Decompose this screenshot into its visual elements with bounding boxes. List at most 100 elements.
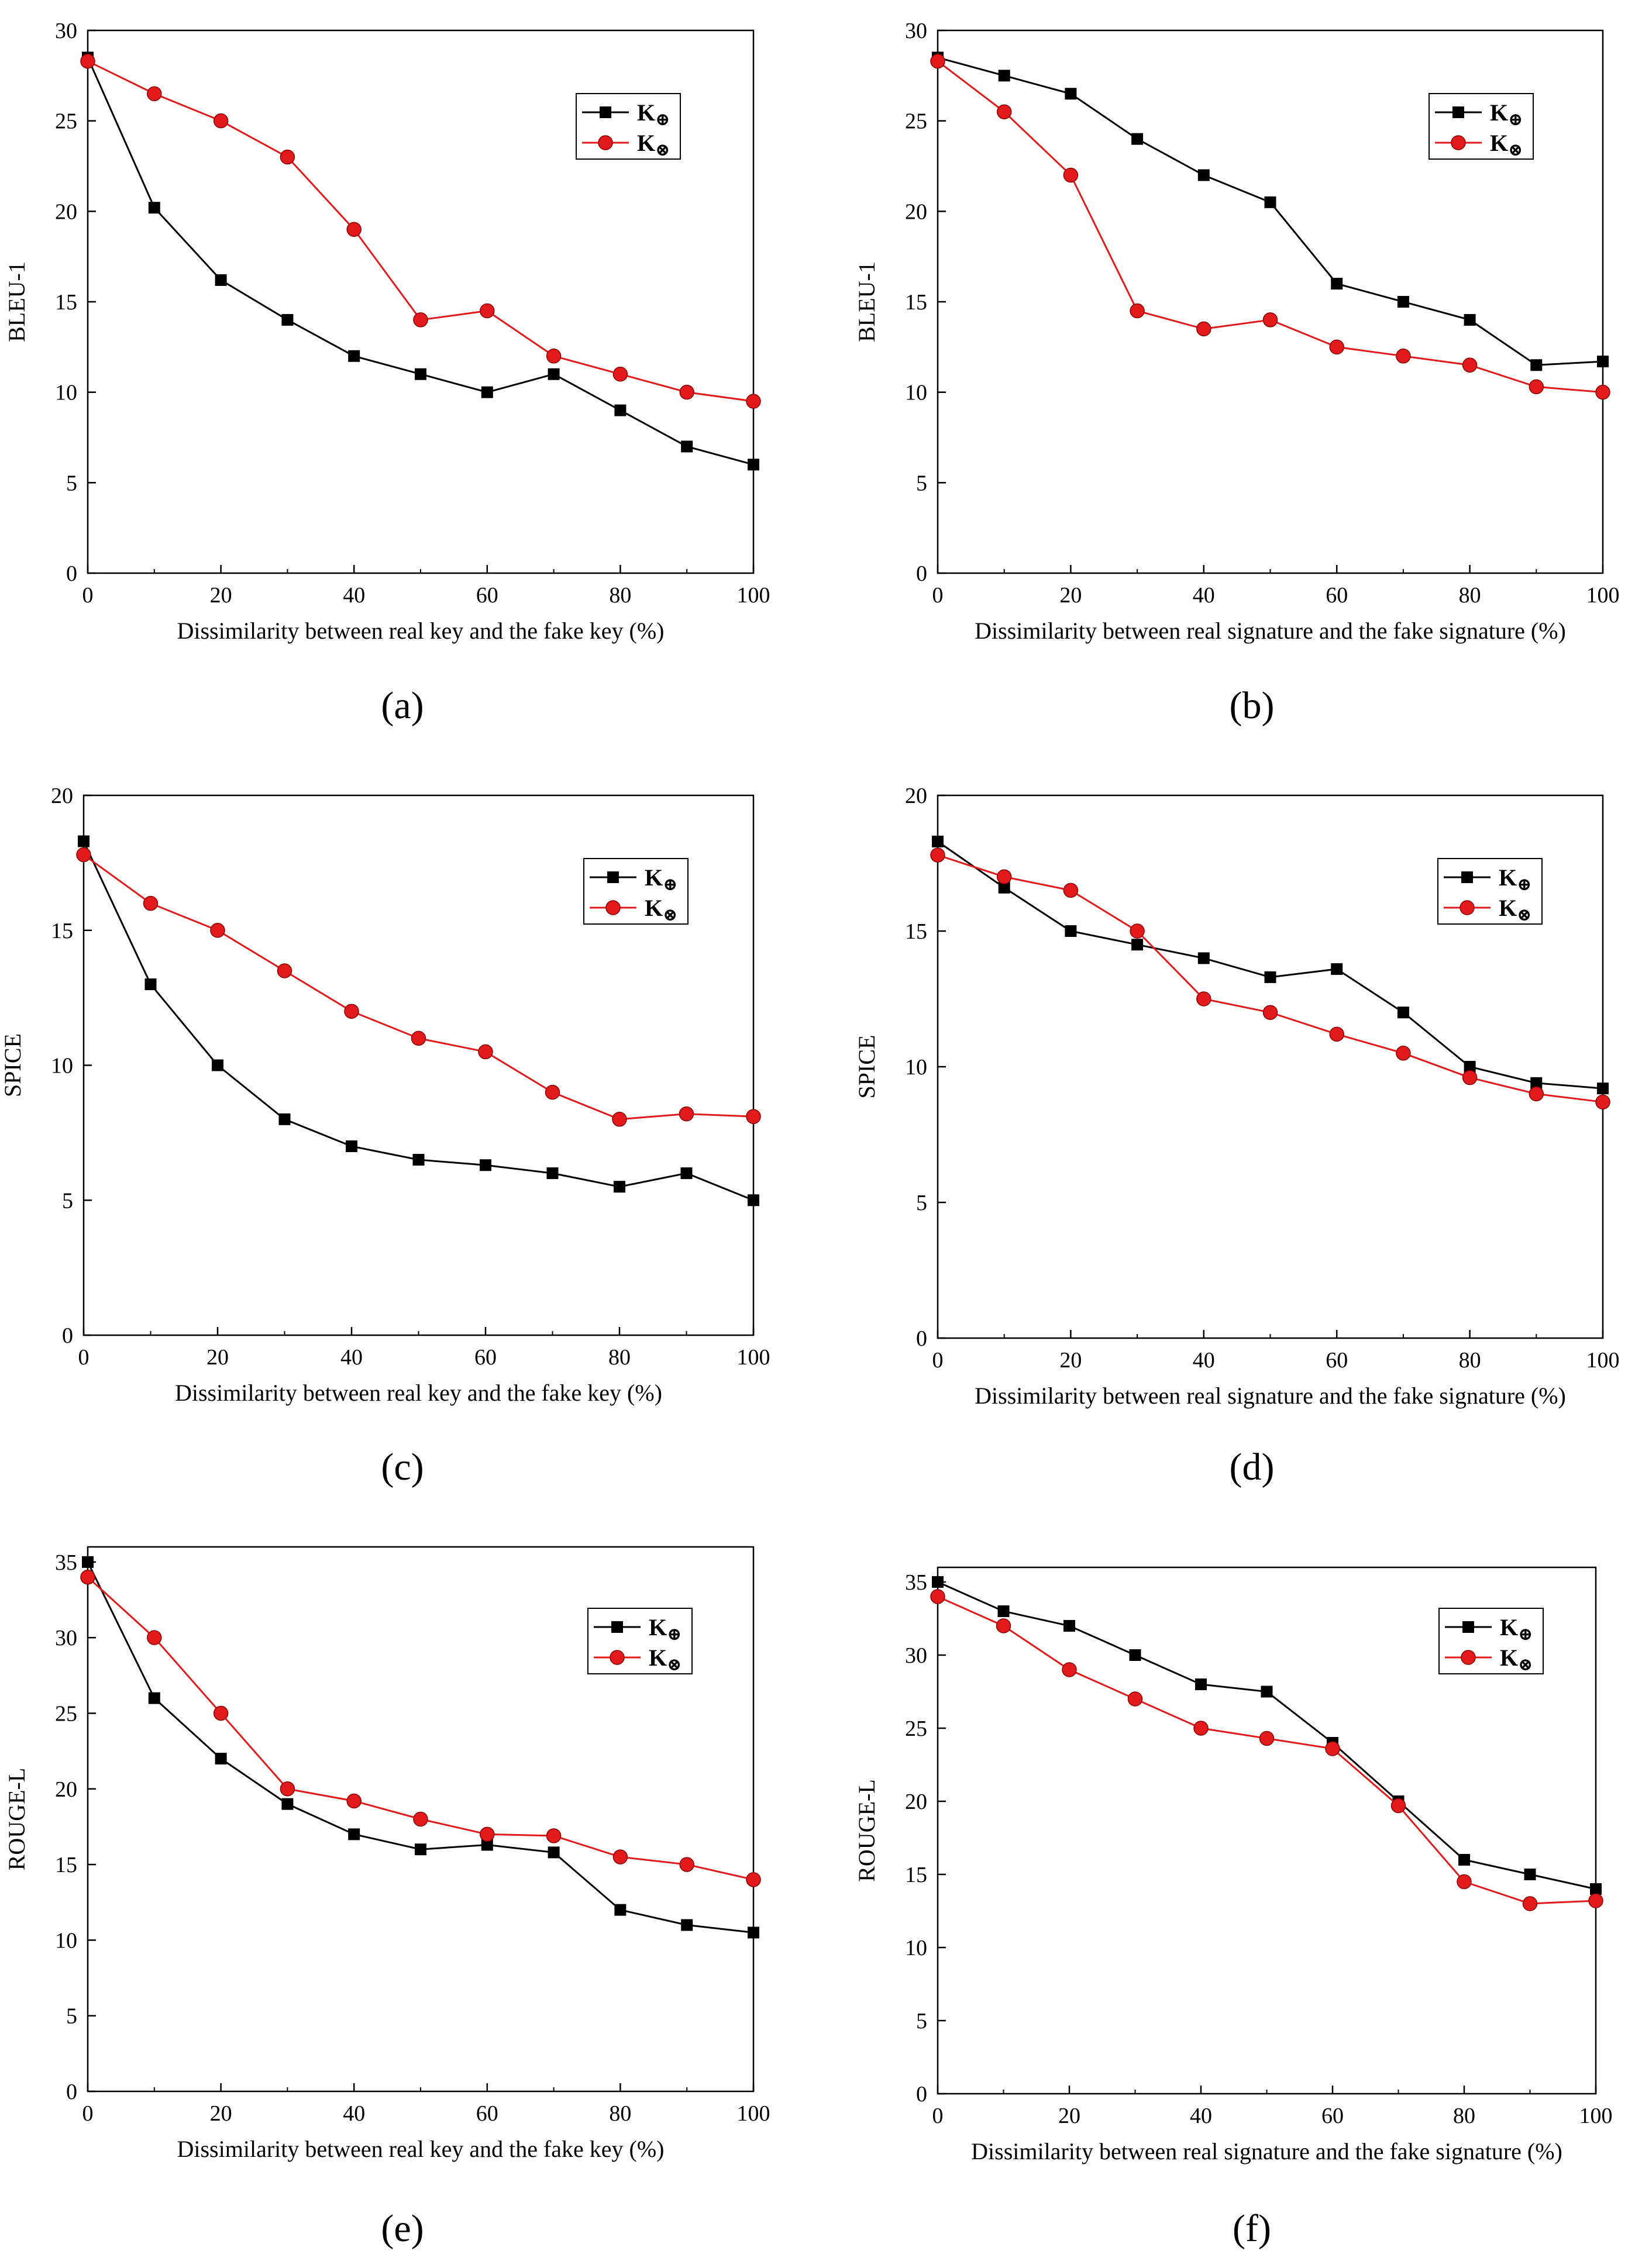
data-point-square [748,1194,759,1207]
y-tick-label: 30 [905,1643,927,1668]
data-point-circle [746,394,761,409]
data-point-square [1131,939,1144,951]
x-tick-label: 60 [1321,2104,1344,2128]
legend: K⊕K⊗ [587,1608,693,1674]
x-tick-label: 80 [1459,583,1481,608]
data-point-square [614,1181,625,1193]
data-point-square [1397,1007,1409,1019]
legend-item-k-oplus: K⊕ [590,864,677,894]
data-point-square [546,1167,559,1180]
data-point-square [481,1839,493,1851]
y-tick-label: 25 [905,109,927,134]
data-point-circle [1130,923,1145,939]
data-point-circle [679,1857,694,1872]
data-point-circle [1196,991,1211,1007]
data-point-square [1195,1678,1207,1690]
data-point-circle [546,1828,562,1843]
x-tick-label: 80 [609,2101,631,2126]
data-point-square [1264,196,1276,208]
x-tick-label: 100 [737,583,770,608]
y-tick-label: 15 [55,1853,77,1877]
data-point-square [1065,925,1077,937]
x-tick-label: 80 [608,1345,631,1370]
x-tick-label: 40 [1190,2104,1212,2128]
x-tick-label: 20 [1059,583,1082,608]
y-tick-label: 5 [916,471,927,495]
data-point-square [1261,1686,1273,1698]
panel-label: (e) [381,2207,424,2250]
x-tick-label: 60 [1326,1348,1348,1373]
data-point-circle [930,53,945,69]
y-tick-label: 15 [905,1863,927,1887]
y-tick-label: 25 [905,1716,927,1741]
legend-box [1437,858,1543,925]
data-point-square [148,1692,160,1704]
legend-item-k-otimes: K⊗ [582,130,670,160]
data-point-square [348,350,360,362]
data-point-circle [1325,1741,1340,1756]
data-point-circle [80,1569,95,1585]
data-point-circle [1529,1086,1544,1102]
legend-label-subscript: ⊗ [1517,905,1531,925]
data-point-square [1331,963,1343,975]
legend-label: K⊕ [649,1614,681,1644]
legend-label-subscript: ⊕ [667,1625,681,1644]
y-tick-label: 5 [62,1188,73,1213]
data-point-square [215,274,227,286]
legend-marker-square [600,106,611,118]
y-tick-label: 10 [55,1928,77,1953]
x-axis-label: Dissimilarity between real key and the f… [175,1380,662,1406]
y-tick-label: 25 [55,109,77,134]
x-axis-label: Dissimilarity between real signature and… [975,1383,1566,1409]
data-point-square [412,1154,425,1166]
data-point-square [1458,1854,1470,1866]
legend-label: K⊗ [645,895,677,925]
x-tick-label: 0 [932,583,944,608]
chart-b: 0 20 40 60 80 100 0 5 10 15 20 25 30 Dissimilarity be… [853,19,1620,727]
data-point-circle [1529,379,1544,395]
y-tick-label: 10 [55,381,77,405]
data-point-circle [930,847,945,863]
data-point-circle [1196,321,1211,337]
data-point-circle [1063,883,1079,898]
data-point-circle [147,1630,162,1645]
legend-box [1438,1608,1544,1674]
y-tick-label: 35 [905,1570,927,1595]
data-point-square [1264,971,1276,983]
legend-marker-square [1461,871,1473,883]
legend-item-k-oplus: K⊕ [1444,864,1531,894]
y-tick-label: 20 [905,1790,927,1814]
chart-a: 0 20 40 60 80 100 0 5 10 15 20 25 30 Dissimilarity be… [4,19,770,727]
y-tick-label: 15 [905,290,927,315]
series-k-oplus [82,1556,759,1939]
data-point-square [1597,356,1609,368]
data-point-square [748,459,759,471]
legend-label: K⊗ [637,130,670,160]
x-axis-label: Dissimilarity between real key and the f… [177,2136,664,2162]
x-tick-label: 20 [210,583,232,608]
legend-label-text: K [645,864,663,891]
data-point-square [415,1843,426,1856]
data-point-circle [679,384,694,400]
data-point-circle [213,1705,229,1721]
data-point-circle [612,1112,627,1127]
y-tick-label: 30 [55,19,77,43]
data-point-circle [1522,1896,1538,1911]
legend-label-subscript: ⊗ [1508,140,1523,160]
data-point-circle [1259,1731,1275,1746]
data-point-circle [213,113,229,129]
data-point-circle [411,1030,426,1046]
legend-label-text: K [1490,130,1508,156]
data-point-square [281,1798,294,1810]
x-tick-label: 0 [932,2104,944,2128]
data-point-circle [746,1109,761,1124]
y-tick-label: 30 [55,1626,77,1650]
data-point-square [1331,278,1343,290]
legend-item-k-oplus: K⊕ [1435,99,1523,129]
series-k-oplus [932,835,1609,1095]
data-point-circle [413,1811,428,1827]
legend: K⊕K⊗ [576,93,681,160]
x-tick-label: 20 [1059,1348,1082,1373]
x-tick-label: 0 [82,2101,94,2126]
